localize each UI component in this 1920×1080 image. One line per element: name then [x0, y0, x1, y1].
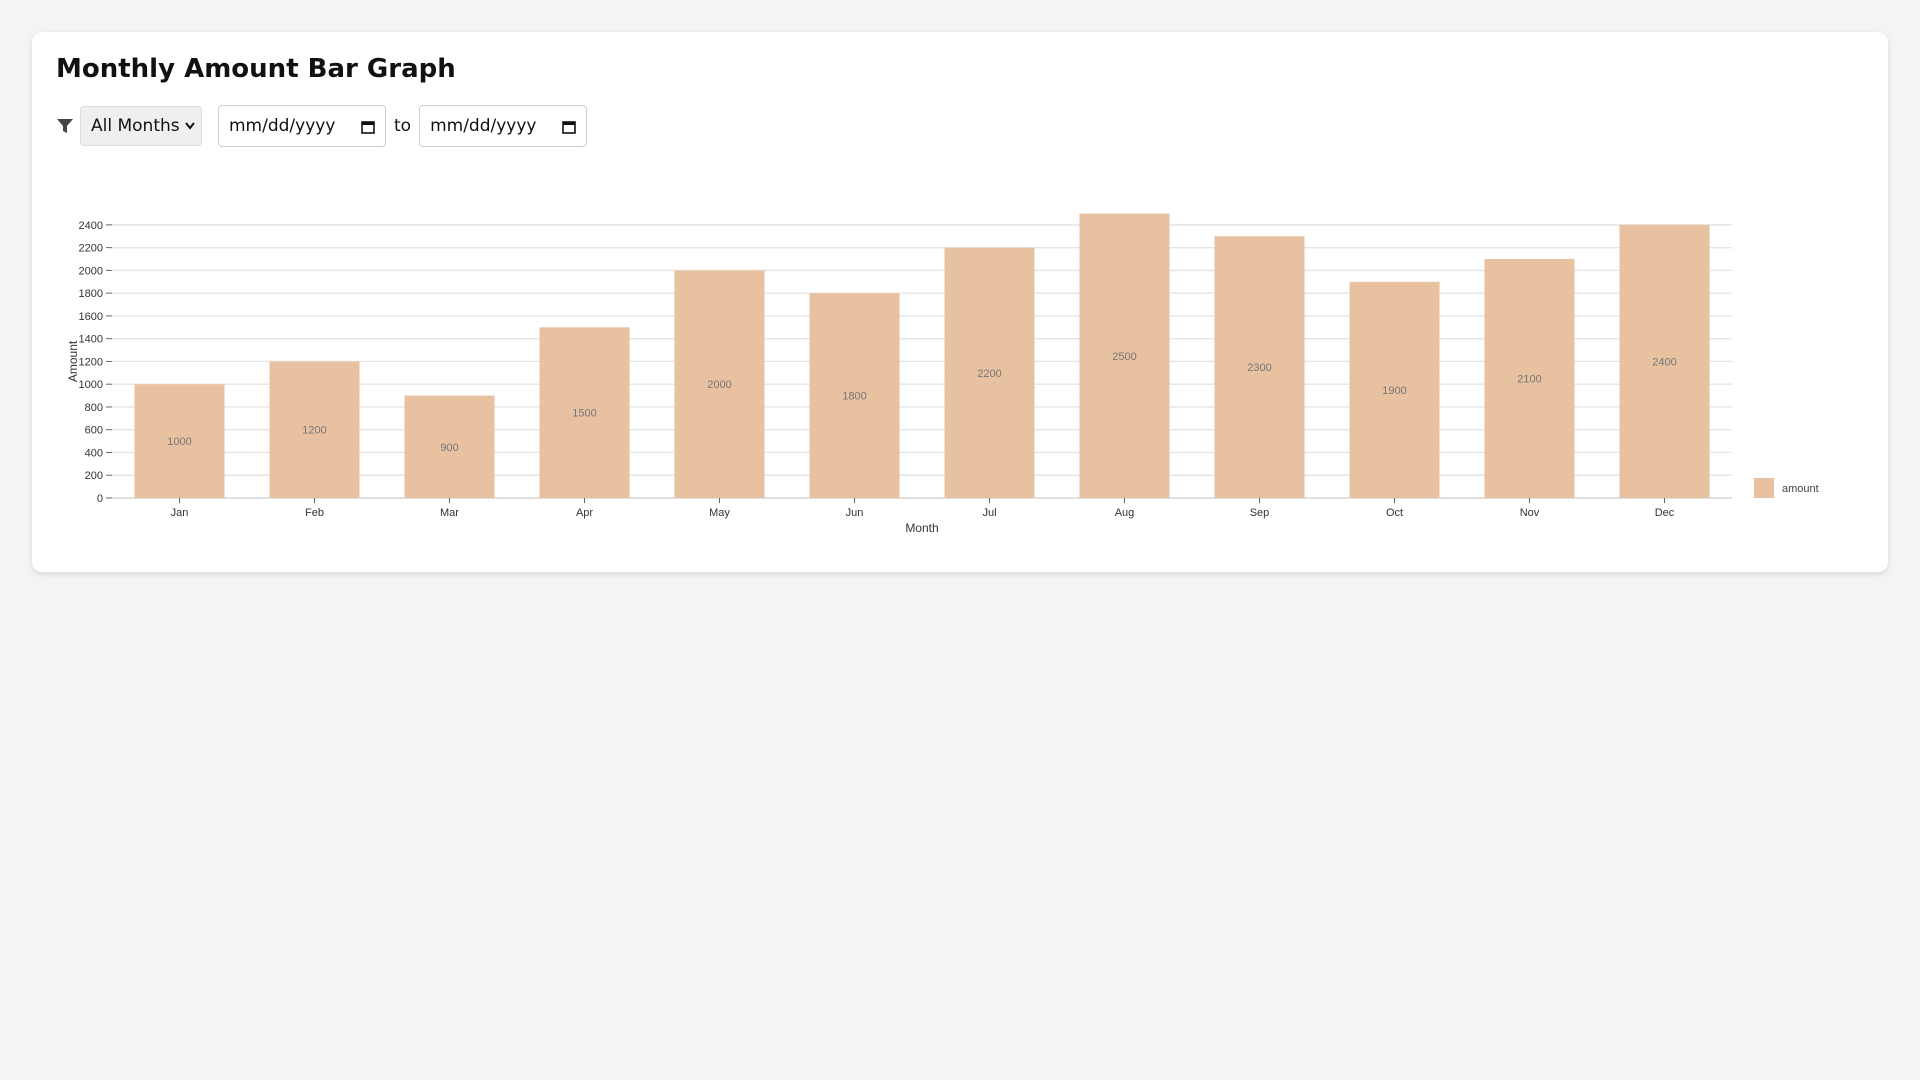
- month-select[interactable]: All Months: [80, 106, 202, 146]
- calendar-icon[interactable]: [361, 119, 375, 134]
- page-title: Monthly Amount Bar Graph: [56, 54, 456, 84]
- data-label: 2100: [1517, 374, 1541, 386]
- data-label: 1200: [302, 425, 326, 437]
- bar-aug: [1079, 213, 1170, 498]
- x-tick-label: Aug: [1115, 507, 1135, 519]
- legend-swatch: [1754, 478, 1774, 498]
- data-label: 1000: [167, 436, 191, 448]
- bar-jun: [809, 293, 900, 498]
- data-label: 2300: [1247, 362, 1271, 374]
- y-tick-label: 1600: [79, 311, 103, 323]
- start-date-input[interactable]: mm/dd/yyyy: [218, 105, 386, 147]
- y-tick-label: 2400: [79, 220, 103, 232]
- bar-nov: [1484, 259, 1575, 498]
- y-tick-label: 2000: [79, 265, 103, 277]
- bar-feb: [269, 361, 360, 498]
- data-label: 2000: [707, 379, 731, 391]
- bar-oct: [1349, 281, 1440, 498]
- x-axis-label: Month: [905, 521, 938, 535]
- data-label: 2400: [1652, 356, 1676, 368]
- data-label: 1900: [1382, 385, 1406, 397]
- x-tick-label: Dec: [1655, 507, 1675, 519]
- y-tick-label: 0: [97, 493, 103, 505]
- x-tick-label: May: [709, 507, 730, 519]
- x-tick-label: Oct: [1386, 507, 1403, 519]
- filter-icon: [56, 117, 74, 135]
- x-tick-label: Nov: [1520, 507, 1540, 519]
- data-label: 2200: [977, 368, 1001, 380]
- y-tick-label: 800: [85, 402, 103, 414]
- end-date-input[interactable]: mm/dd/yyyy: [419, 105, 588, 147]
- bar-jan: [134, 384, 225, 498]
- x-tick-label: Jun: [846, 507, 864, 519]
- bar-jul: [944, 247, 1035, 498]
- bar-may: [674, 270, 765, 498]
- y-tick-label: 1800: [79, 288, 103, 300]
- y-tick-label: 2200: [79, 243, 103, 255]
- filter-bar: All Months mm/dd/yyyy to mm/dd/yyyy: [56, 105, 588, 147]
- y-tick-label: 1000: [79, 379, 103, 391]
- data-label: 1800: [842, 391, 866, 403]
- y-axis-label: Amount: [66, 340, 80, 382]
- x-tick-label: Apr: [576, 507, 593, 519]
- y-tick-label: 400: [85, 447, 103, 459]
- bar-dec: [1619, 224, 1710, 498]
- y-tick-label: 200: [85, 470, 103, 482]
- y-tick-label: 600: [85, 425, 103, 437]
- bar-mar: [404, 395, 495, 498]
- bar-sep: [1214, 236, 1305, 498]
- start-date-placeholder: mm/dd/yyyy: [229, 116, 336, 136]
- x-tick-label: Jan: [171, 507, 189, 519]
- x-tick-label: Mar: [440, 507, 459, 519]
- bar-chart: 0 200 400 600 800 1000 1200 1400 1600 1800 2000 220…: [66, 213, 1819, 535]
- data-label: 1500: [572, 408, 596, 420]
- y-tick-label: 1200: [79, 356, 103, 368]
- x-tick-label: Jul: [982, 507, 996, 519]
- to-label: to: [394, 116, 412, 136]
- month-select-value: All Months: [91, 116, 180, 136]
- legend-label: amount: [1782, 483, 1819, 495]
- chevron-down-icon: [185, 119, 195, 133]
- calendar-icon[interactable]: [562, 119, 576, 134]
- chart-card: Monthly Amount Bar Graph All Months mm/d…: [32, 32, 1888, 572]
- x-tick-label: Feb: [305, 507, 324, 519]
- y-tick-label: 1400: [79, 334, 103, 346]
- bar-apr: [539, 327, 630, 498]
- data-label: 2500: [1112, 351, 1136, 363]
- x-tick-label: Sep: [1250, 507, 1270, 519]
- data-label: 900: [440, 442, 458, 454]
- end-date-placeholder: mm/dd/yyyy: [430, 116, 537, 136]
